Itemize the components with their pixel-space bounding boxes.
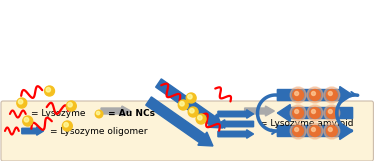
Circle shape <box>196 114 206 124</box>
Circle shape <box>307 123 323 139</box>
Circle shape <box>311 91 316 95</box>
Circle shape <box>23 116 33 126</box>
Circle shape <box>326 90 337 100</box>
FancyArrow shape <box>277 86 353 104</box>
Circle shape <box>188 107 198 117</box>
Circle shape <box>324 105 340 121</box>
FancyArrow shape <box>277 123 353 139</box>
Circle shape <box>62 121 72 131</box>
Circle shape <box>326 126 337 137</box>
FancyArrow shape <box>218 120 254 128</box>
Circle shape <box>311 128 316 132</box>
Circle shape <box>45 86 54 96</box>
Circle shape <box>96 111 100 115</box>
Circle shape <box>293 90 304 100</box>
FancyArrow shape <box>245 106 274 116</box>
Circle shape <box>307 87 323 103</box>
Text: = Lysozyme oligomer: = Lysozyme oligomer <box>50 127 147 136</box>
Circle shape <box>198 115 202 120</box>
Circle shape <box>290 123 306 139</box>
Circle shape <box>95 110 103 118</box>
Circle shape <box>68 103 72 107</box>
Circle shape <box>64 123 68 127</box>
Circle shape <box>310 90 321 100</box>
Circle shape <box>328 91 332 95</box>
Circle shape <box>290 105 306 121</box>
FancyArrow shape <box>218 110 254 118</box>
Circle shape <box>324 123 340 139</box>
FancyBboxPatch shape <box>1 101 373 161</box>
FancyArrow shape <box>156 79 223 128</box>
Circle shape <box>311 109 316 114</box>
Circle shape <box>307 105 323 121</box>
Circle shape <box>326 108 337 118</box>
Circle shape <box>328 128 332 132</box>
Circle shape <box>188 95 192 99</box>
FancyArrow shape <box>146 97 213 146</box>
Circle shape <box>178 100 188 110</box>
Circle shape <box>190 109 194 113</box>
Circle shape <box>293 126 304 137</box>
Circle shape <box>324 87 340 103</box>
FancyArrow shape <box>277 104 353 122</box>
Circle shape <box>67 101 76 111</box>
Circle shape <box>24 118 29 122</box>
Circle shape <box>186 93 196 103</box>
Circle shape <box>310 126 321 137</box>
Circle shape <box>328 109 332 114</box>
Circle shape <box>295 128 299 132</box>
FancyArrow shape <box>218 130 254 138</box>
Circle shape <box>18 99 23 104</box>
Circle shape <box>293 108 304 118</box>
Text: = Au NCs: = Au NCs <box>108 109 155 118</box>
Circle shape <box>310 108 321 118</box>
Circle shape <box>295 91 299 95</box>
Circle shape <box>295 109 299 114</box>
Circle shape <box>290 87 306 103</box>
Text: = Lysozyme: = Lysozyme <box>31 109 85 118</box>
Circle shape <box>17 98 27 108</box>
Circle shape <box>180 101 184 106</box>
FancyArrow shape <box>22 127 43 135</box>
Circle shape <box>46 87 51 92</box>
FancyArrow shape <box>101 106 131 116</box>
Text: = Lysozyme amyloid: = Lysozyme amyloid <box>260 119 353 128</box>
